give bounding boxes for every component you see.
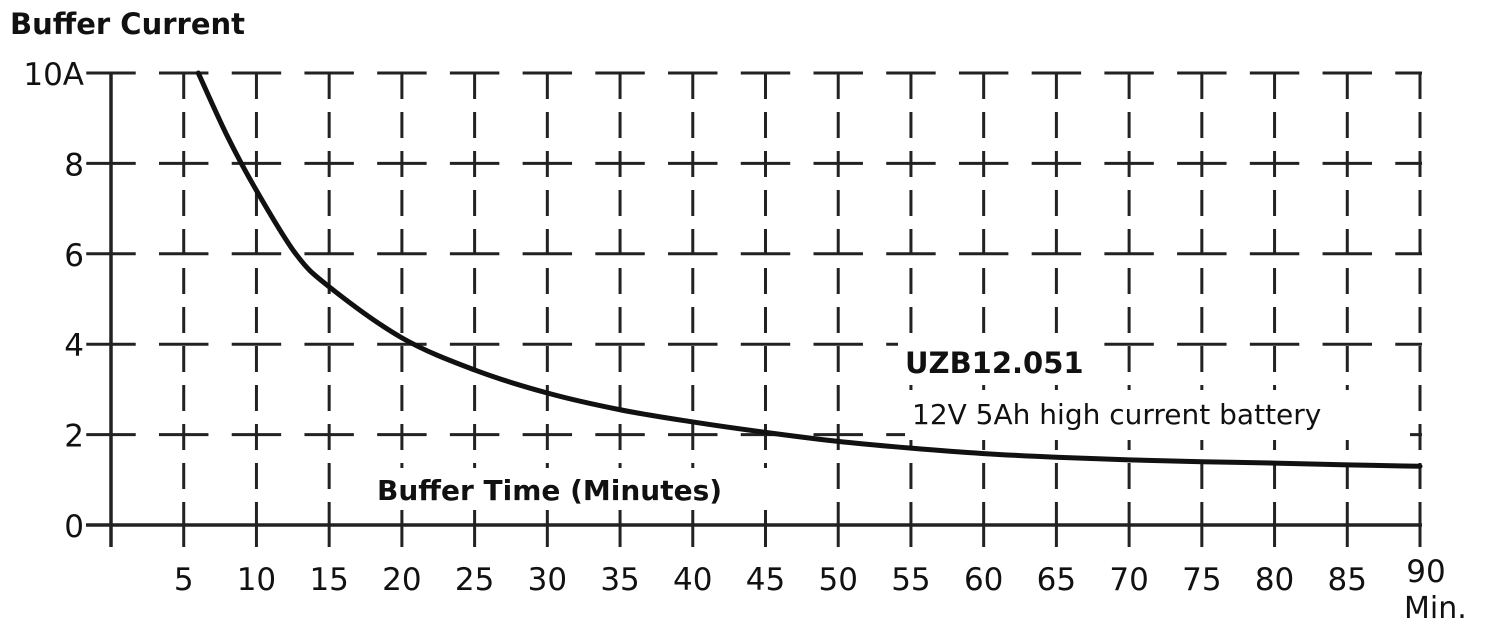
x-tick-label: 50 xyxy=(818,562,857,598)
annotation-description: 12V 5Ah high current battery xyxy=(912,398,1321,431)
x-tick-label: 80 xyxy=(1255,562,1294,598)
x-tick-label: 40 xyxy=(673,562,712,598)
x-tick-label: 70 xyxy=(1109,562,1148,598)
annotation-model: UZB12.051 xyxy=(905,346,1084,380)
x-tick-label: 65 xyxy=(1037,562,1076,598)
annotation-model-background xyxy=(898,340,1103,384)
series-line xyxy=(195,70,1423,469)
x-unit-label: Min. xyxy=(1404,591,1467,626)
x-axis-title-background xyxy=(370,468,790,510)
grid xyxy=(86,71,1422,525)
y-axis-title: Buffer Current xyxy=(10,7,245,41)
x-tick-label: 85 xyxy=(1328,562,1367,598)
x-tick-label: 90 xyxy=(1406,554,1445,590)
x-tick-label: 55 xyxy=(891,562,930,598)
axes xyxy=(86,73,1422,547)
x-tick-label: 60 xyxy=(964,562,1003,598)
y-tick-label: 8 xyxy=(64,147,84,183)
y-tick-label: 0 xyxy=(64,509,84,545)
label-backgrounds xyxy=(370,340,1410,510)
y-tick-label: 6 xyxy=(64,238,84,274)
x-tick-label: 25 xyxy=(455,562,494,598)
x-tick-label: 30 xyxy=(528,562,567,598)
x-tick-label: 75 xyxy=(1182,562,1221,598)
y-tick-label: 10A xyxy=(23,57,84,93)
annotation-description-background xyxy=(905,390,1410,440)
x-tick-label: 20 xyxy=(382,562,421,598)
x-tick-label: 15 xyxy=(309,562,348,598)
x-tick-label: 35 xyxy=(600,562,639,598)
x-tick-label: 5 xyxy=(174,562,194,598)
x-axis-title: Buffer Time (Minutes) xyxy=(377,474,722,507)
y-tick-label: 2 xyxy=(64,419,84,455)
tick-labels: 0 2 4 6 8 10A 5 10 15 20 25 30 35 40 45 50 55 60 65 70 75 80 8… xyxy=(23,57,1445,598)
y-tick-label: 4 xyxy=(64,328,84,364)
x-tick-label: 45 xyxy=(746,562,785,598)
x-tick-label: 10 xyxy=(237,562,276,598)
